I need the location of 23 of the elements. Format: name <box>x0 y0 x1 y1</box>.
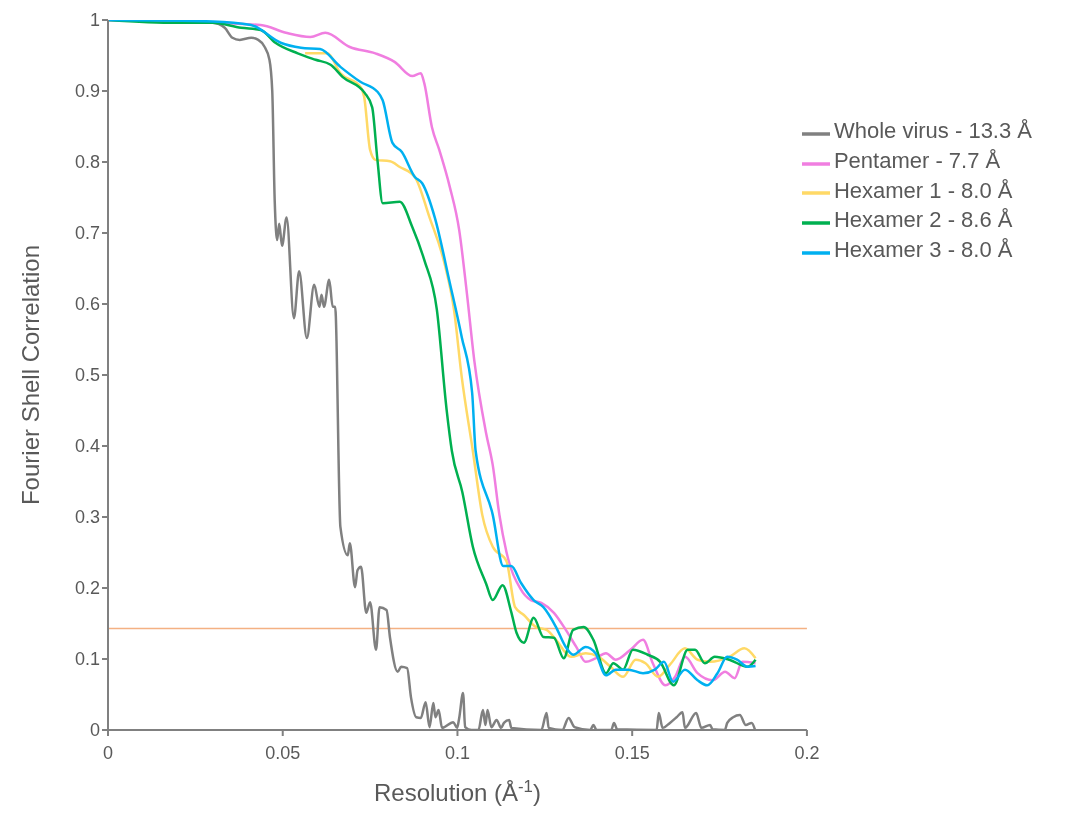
y-tick-label: 0.8 <box>74 152 100 173</box>
y-tick-label: 0.1 <box>74 649 100 670</box>
y-tick-label: 0.9 <box>74 81 100 102</box>
y-tick-label: 0.7 <box>74 223 100 244</box>
x-tick-label: 0.2 <box>794 742 820 763</box>
y-tick-label: 0 <box>89 720 100 741</box>
x-tick-label: 0.1 <box>444 742 470 763</box>
x-tick-label: 0 <box>102 742 114 763</box>
y-tick-label: 0.6 <box>74 294 100 315</box>
x-tick-label: 0.05 <box>265 742 301 763</box>
y-axis-title: Fourier Shell Correlation <box>16 244 44 506</box>
y-tick-label: 0.4 <box>74 436 100 457</box>
legend-label: Hexamer 1 - 8.0 Å <box>833 177 1013 203</box>
legend-label: Hexamer 3 - 8.0 Å <box>833 237 1013 263</box>
x-tick-label: 0.15 <box>614 742 650 763</box>
x-axis-title: Resolution (Å$^{-1}$) <box>373 776 541 806</box>
legend-label: Hexamer 2 - 8.6 Å <box>833 207 1013 233</box>
y-tick-label: 0.2 <box>74 578 100 599</box>
legend-label: Whole virus - 13.3 Å <box>833 118 1032 143</box>
y-tick-label: 0.5 <box>74 365 100 386</box>
y-tick-label: 0.3 <box>74 507 100 528</box>
legend-label: Pentamer - 7.7 Å <box>833 147 1001 173</box>
y-tick-label: 1 <box>89 10 100 31</box>
